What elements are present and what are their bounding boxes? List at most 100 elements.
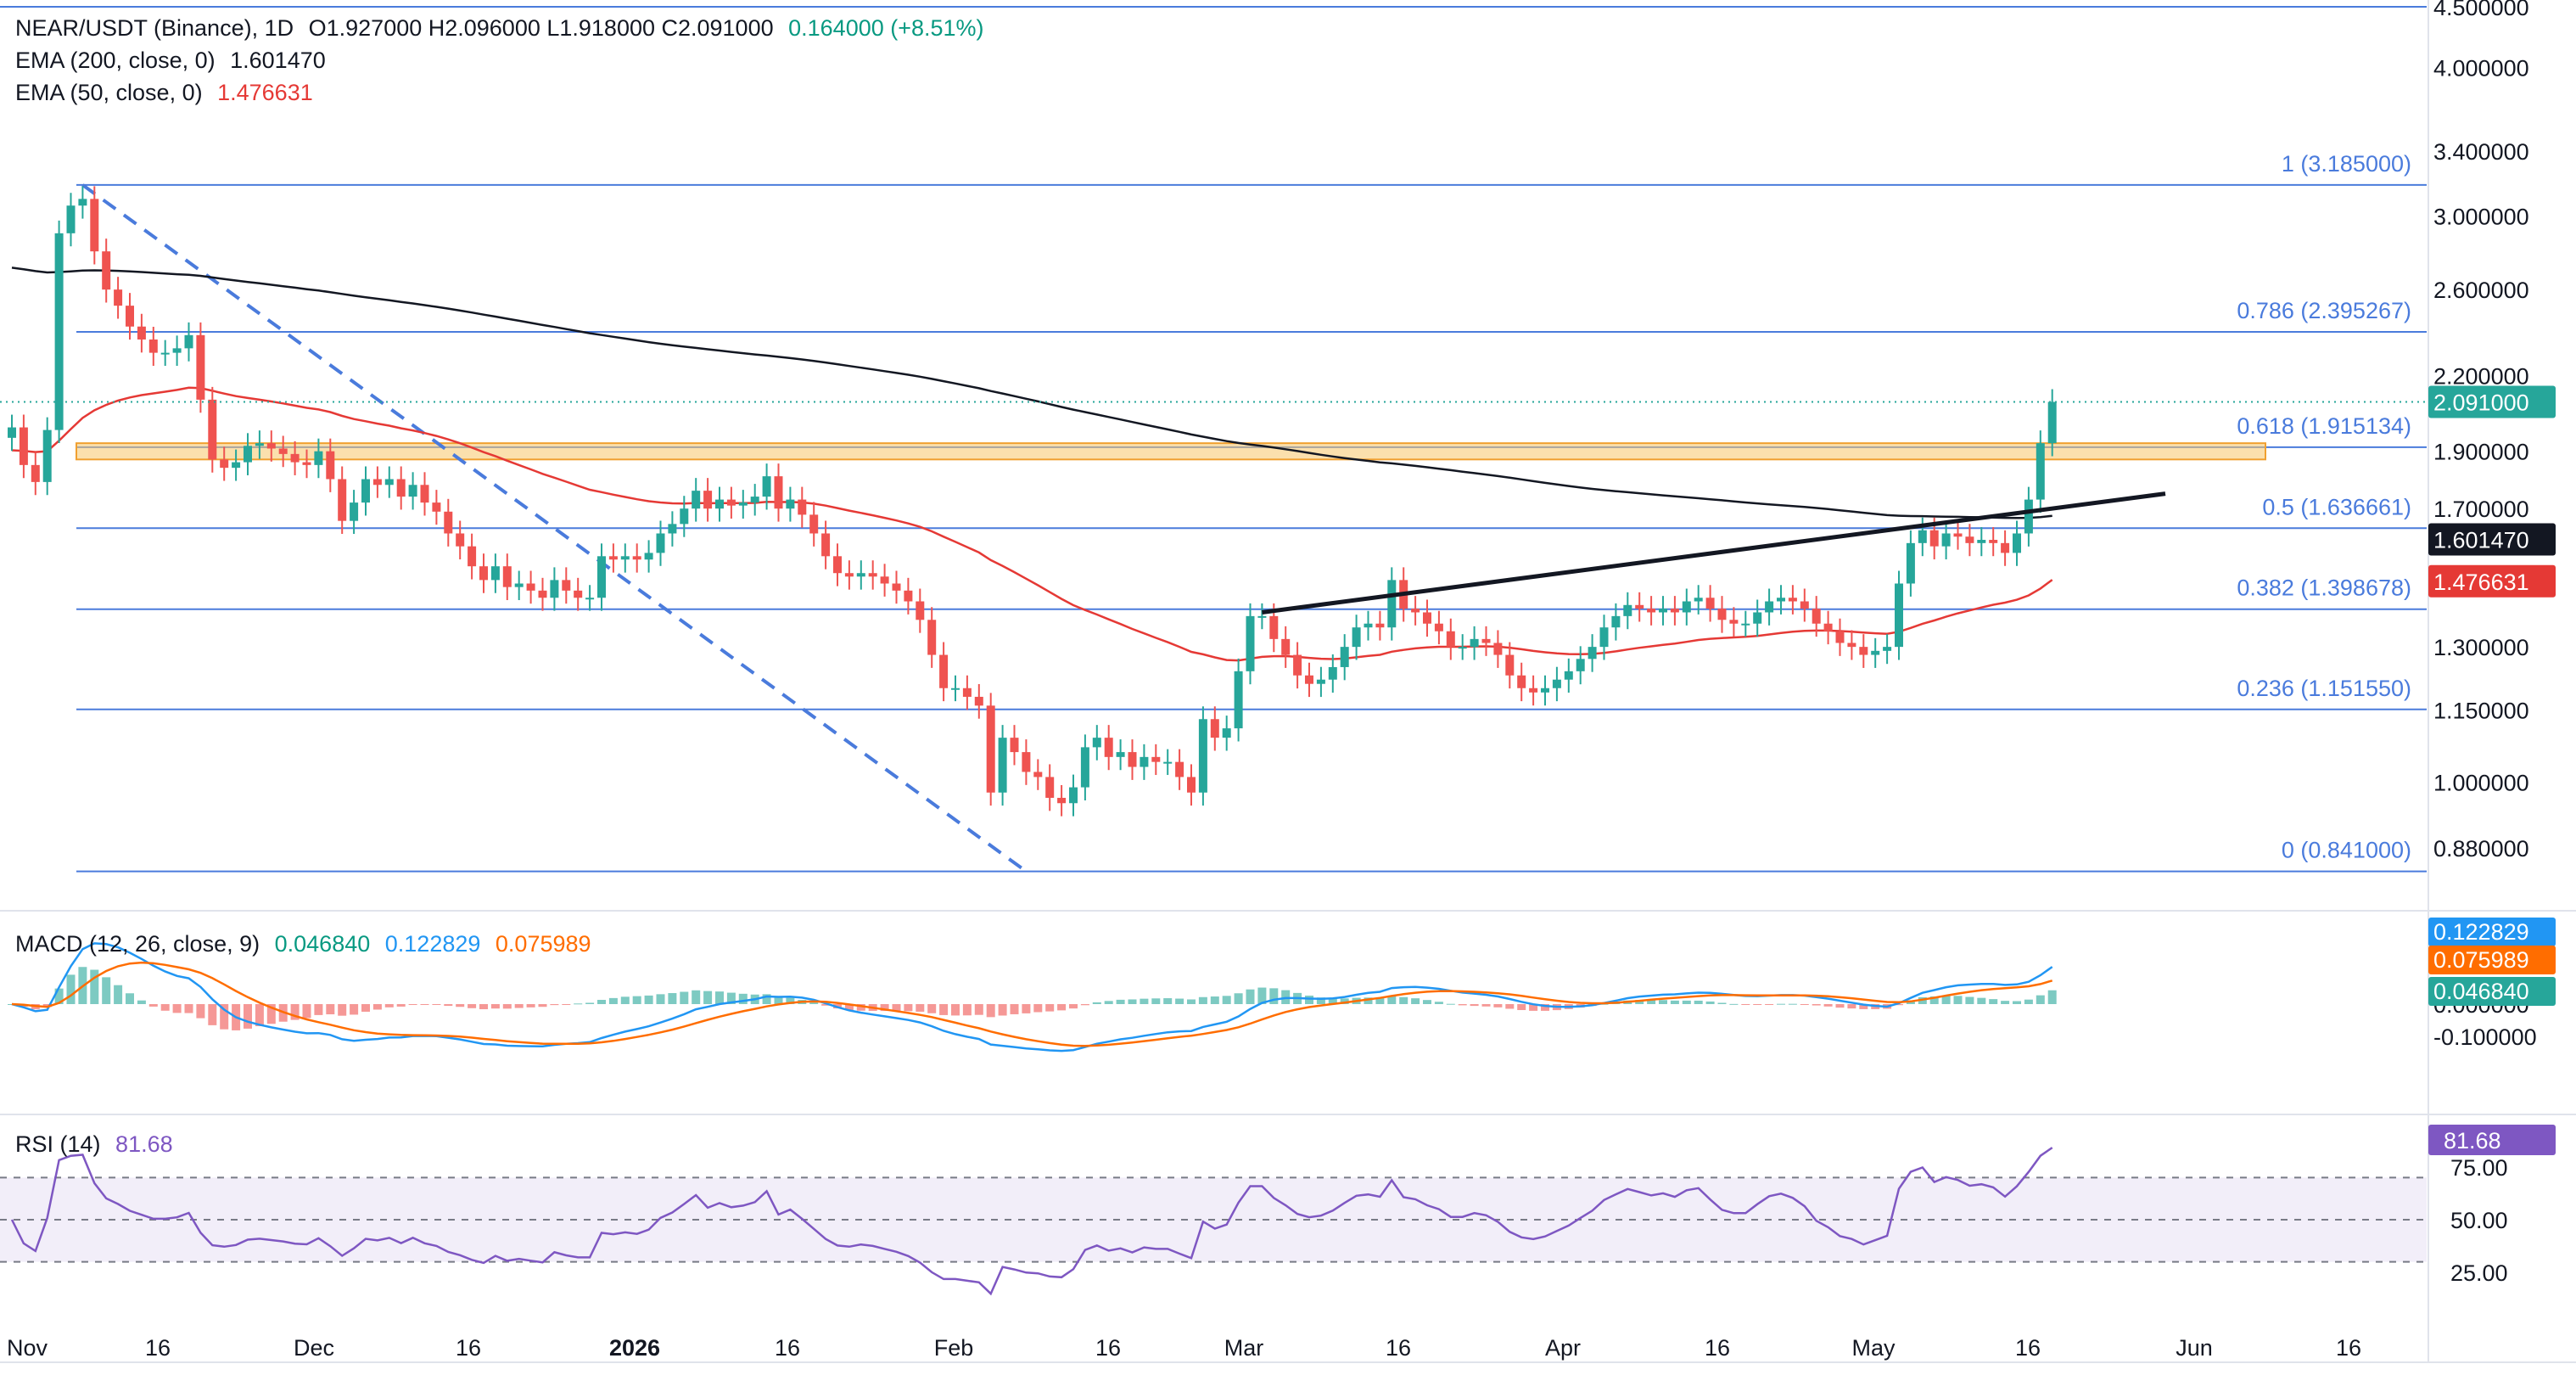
macd-histogram-bar — [692, 990, 701, 1004]
macd-histogram-bar — [856, 1004, 865, 1011]
candle — [1057, 797, 1067, 804]
candle — [1918, 530, 1927, 543]
candle — [1505, 654, 1515, 676]
candle — [1423, 612, 1431, 624]
macd-tick-label: -0.100000 — [2433, 1024, 2537, 1050]
time-tick-label: 16 — [1095, 1335, 1121, 1361]
macd-value-label: 0.075989 — [2433, 947, 2529, 973]
candle — [726, 499, 736, 506]
ema50-badge — [2428, 564, 2556, 598]
candle — [490, 566, 500, 581]
candle — [1788, 598, 1797, 602]
candle — [338, 479, 347, 521]
macd-histogram-bar — [939, 1004, 949, 1015]
symbol-label: NEAR/USDT (Binance), 1D — [15, 15, 294, 41]
macd-histogram-bar — [1977, 997, 1986, 1004]
candle — [880, 576, 889, 584]
time-tick-label: 2026 — [609, 1335, 660, 1361]
candle — [868, 573, 877, 577]
candle — [1977, 540, 1986, 543]
candle — [8, 427, 16, 438]
candle — [1246, 615, 1255, 671]
candle — [420, 485, 429, 503]
candle — [1906, 542, 1915, 584]
candle — [1434, 623, 1443, 631]
rsi-tick-label: 75.00 — [2450, 1155, 2508, 1181]
macd-histogram-bar — [821, 1004, 831, 1006]
candle — [1446, 631, 1455, 648]
price-tick-label: 2.200000 — [2433, 364, 2529, 390]
macd-histogram-bar — [90, 969, 99, 1004]
candle — [278, 448, 288, 454]
resistance-zone — [76, 442, 2266, 461]
candle — [1835, 631, 1845, 643]
macd-histogram-bar — [350, 1004, 359, 1015]
ema50-legend: EMA (50, close, 0) 1.476631 — [15, 80, 322, 106]
macd-histogram-bar — [1269, 988, 1279, 1004]
candle — [1128, 752, 1137, 767]
macd-histogram-bar — [1140, 998, 1149, 1004]
macd-histogram-bar — [904, 1004, 913, 1012]
candle — [1022, 752, 1031, 772]
last-price-label: 2.091000 — [2433, 390, 2529, 415]
macd-histogram-bar — [326, 1004, 335, 1015]
macd-histogram-bar — [514, 1004, 524, 1008]
candle — [974, 696, 983, 706]
macd-histogram-bar — [1895, 1004, 1903, 1006]
fib-label: 0 (0.841000) — [2282, 838, 2411, 863]
candle — [1375, 623, 1385, 628]
candle — [1765, 601, 1774, 613]
change-value: 0.164000 (+8.51%) — [788, 15, 984, 41]
candle — [1305, 675, 1313, 684]
macd-histogram-bar — [1965, 996, 1974, 1004]
ema200-legend: EMA (200, close, 0) 1.601470 — [15, 48, 334, 74]
macd-histogram-bar — [1364, 997, 1373, 1004]
price-tick-label: 2.600000 — [2433, 278, 2529, 303]
macd-histogram-bar — [916, 1004, 925, 1012]
candle — [66, 205, 76, 233]
candle — [1328, 666, 1337, 680]
ema50-label: EMA (50, close, 0) — [15, 80, 203, 105]
ema200-value: 1.601470 — [230, 48, 326, 73]
candle — [326, 451, 335, 480]
candle — [1812, 609, 1821, 624]
macd-hist-value: 0.046840 — [274, 931, 371, 957]
candle — [384, 479, 394, 486]
candle — [372, 479, 382, 486]
macd-histogram-bar — [1116, 999, 1125, 1004]
macd-histogram-bar — [408, 1004, 417, 1006]
candle — [608, 556, 618, 560]
macd-histogram-bar — [1717, 1002, 1727, 1004]
candle — [1092, 738, 1101, 748]
candle — [1741, 623, 1750, 626]
macd-histogram-bar — [160, 1004, 170, 1011]
macd-histogram-bar — [1375, 997, 1385, 1004]
fib-label: 0.786 (2.395267) — [2237, 298, 2411, 323]
candle — [396, 479, 406, 497]
price-tick-label: 1.300000 — [2433, 635, 2529, 660]
candle — [927, 620, 937, 655]
candle — [692, 491, 701, 509]
macd-histogram-bar — [1541, 1004, 1549, 1011]
macd-histogram-bar — [1316, 997, 1325, 1004]
time-tick-label: 16 — [2336, 1335, 2361, 1361]
candle — [1800, 601, 1809, 609]
macd-histogram-bar — [1458, 1004, 1467, 1006]
macd-histogram-bar — [1387, 996, 1397, 1004]
time-tick-label: Feb — [934, 1335, 974, 1361]
macd-histogram-bar — [632, 996, 641, 1004]
candle — [432, 502, 441, 512]
macd-histogram-bar — [114, 985, 123, 1004]
candle — [19, 427, 28, 465]
candle — [574, 590, 583, 598]
time-tick-label: 16 — [775, 1335, 800, 1361]
macd-histogram-bar — [1765, 1004, 1774, 1005]
macd-histogram-bar — [2013, 1001, 2021, 1004]
macd-histogram-bar — [1246, 989, 1255, 1004]
macd-histogram-bar — [1929, 996, 1939, 1004]
macd-histogram-bar — [644, 995, 653, 1004]
macd-histogram-bar — [585, 1002, 595, 1004]
candle — [514, 583, 524, 587]
macd-histogram-bar — [1517, 1004, 1526, 1011]
